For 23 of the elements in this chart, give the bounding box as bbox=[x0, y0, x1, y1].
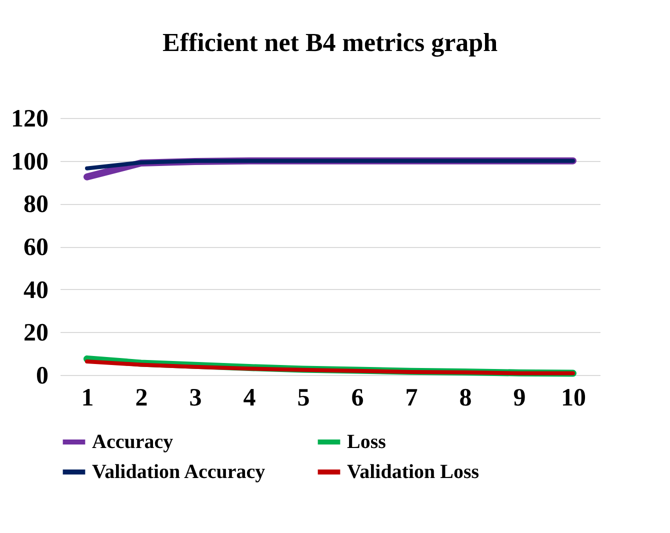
legend-label: Validation Loss bbox=[347, 461, 480, 483]
y-tick-label: 80 bbox=[24, 191, 48, 218]
y-tick-label: 60 bbox=[24, 234, 48, 261]
legend-label: Loss bbox=[347, 431, 386, 453]
y-tick-label: 40 bbox=[24, 276, 48, 304]
x-tick-label: 3 bbox=[189, 384, 202, 412]
x-tick-label: 6 bbox=[351, 384, 364, 412]
x-tick-label: 4 bbox=[243, 384, 256, 412]
x-tick-label: 2 bbox=[135, 384, 148, 412]
x-tick-label: 5 bbox=[297, 384, 310, 412]
legend-label: Accuracy bbox=[92, 431, 174, 453]
y-tick-label: 0 bbox=[36, 362, 48, 390]
legend-label: Validation Accuracy bbox=[92, 461, 266, 483]
y-tick-label: 100 bbox=[11, 148, 48, 176]
x-tick-label: 9 bbox=[513, 384, 526, 412]
line-series bbox=[85, 360, 575, 376]
x-tick-label: 10 bbox=[561, 384, 586, 412]
y-tick-label: 20 bbox=[24, 320, 48, 347]
chart-title: Efficient net B4 metrics graph bbox=[162, 28, 498, 57]
x-tick-label: 7 bbox=[405, 384, 418, 412]
x-tick-label: 1 bbox=[81, 384, 94, 412]
x-tick-label: 8 bbox=[459, 384, 472, 412]
y-tick-label: 120 bbox=[11, 106, 48, 132]
